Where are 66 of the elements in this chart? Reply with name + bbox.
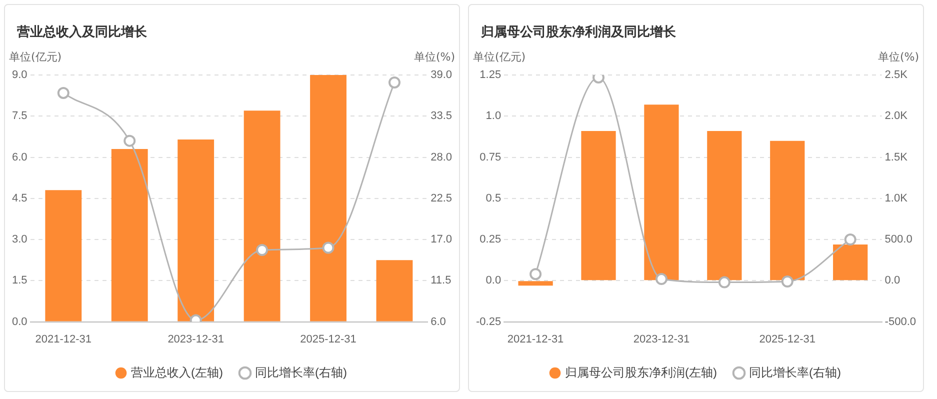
bar <box>244 110 280 322</box>
y2-axis-title: 单位(%) <box>878 50 919 64</box>
y-tick-label: 7.5 <box>12 110 28 122</box>
y-axis-title: 单位(亿元) <box>9 50 62 64</box>
y-tick-label: 0.0 <box>12 316 28 328</box>
y2-tick-label: 1.0K <box>884 192 908 204</box>
y-tick-label: 0.25 <box>480 234 502 246</box>
y-tick-label: 0.5 <box>486 192 502 204</box>
point <box>322 242 334 254</box>
legend-label: 同比增长率(右轴) <box>749 365 841 380</box>
y-tick-label: 1.25 <box>480 69 502 82</box>
x-tick-label: 2023-12-31 <box>633 333 690 346</box>
y-tick-label: 1.0 <box>486 110 502 122</box>
bar <box>178 139 214 322</box>
bar <box>833 244 868 280</box>
point <box>530 268 542 280</box>
point <box>57 86 70 99</box>
legend-label: 归属母公司股东净利润(左轴) <box>565 365 718 380</box>
y-tick-label: 3.0 <box>12 234 28 246</box>
y2-tick-label: 2.5K <box>884 69 908 82</box>
point <box>655 273 668 286</box>
x-tick-label: 2021-12-31 <box>507 333 564 346</box>
bar <box>770 140 805 280</box>
y2-tick-label: 22.5 <box>430 192 452 204</box>
point <box>781 275 794 288</box>
chart-title: 营业总收入及同比增长 <box>16 24 148 42</box>
y-tick-label: 9.0 <box>12 69 28 82</box>
y-tick-label: 1.5 <box>12 274 28 287</box>
y2-tick-label: 11.5 <box>430 274 452 287</box>
chart-title: 归属母公司股东净利润及同比增长 <box>480 24 677 42</box>
bar <box>644 104 679 280</box>
y-tick-label: 0.75 <box>480 151 502 164</box>
legend-label: 同比增长率(右轴) <box>255 365 347 380</box>
point <box>256 244 268 256</box>
y2-tick-label: 500.0 <box>884 234 912 246</box>
y2-tick-label: 1.5K <box>884 151 908 164</box>
bar <box>376 260 413 322</box>
y2-tick-label: -500.0 <box>884 316 916 328</box>
legend-label: 营业总收入(左轴) <box>131 365 224 380</box>
y2-tick-label: 17.0 <box>430 234 452 246</box>
y-tick-label: 0.0 <box>486 274 502 287</box>
y-tick-label: -0.25 <box>476 316 502 328</box>
y2-axis-title: 单位(%) <box>414 50 455 64</box>
bar <box>581 130 616 280</box>
y-axis-title: 单位(亿元) <box>473 50 526 64</box>
bar <box>45 190 82 322</box>
bar <box>518 281 553 286</box>
y-tick-label: 6.0 <box>12 151 28 164</box>
y2-tick-label: 6.0 <box>430 316 446 328</box>
y-tick-label: 4.5 <box>12 192 28 204</box>
point <box>844 234 856 246</box>
y2-tick-label: 39.0 <box>430 69 452 82</box>
y2-tick-label: 28.0 <box>430 151 452 164</box>
bar <box>310 75 346 322</box>
x-tick-label: 2025-12-31 <box>759 333 816 346</box>
y2-tick-label: 33.5 <box>430 110 452 122</box>
x-tick-label: 2025-12-31 <box>300 333 356 346</box>
y2-tick-label: 0.0 <box>884 274 900 287</box>
point <box>388 76 400 88</box>
x-tick-label: 2023-12-31 <box>168 333 224 346</box>
x-tick-label: 2021-12-31 <box>35 333 92 346</box>
point <box>718 276 730 288</box>
bar <box>707 130 742 280</box>
y2-tick-label: 2.0K <box>884 110 908 122</box>
bar <box>111 149 148 322</box>
point <box>124 134 136 147</box>
